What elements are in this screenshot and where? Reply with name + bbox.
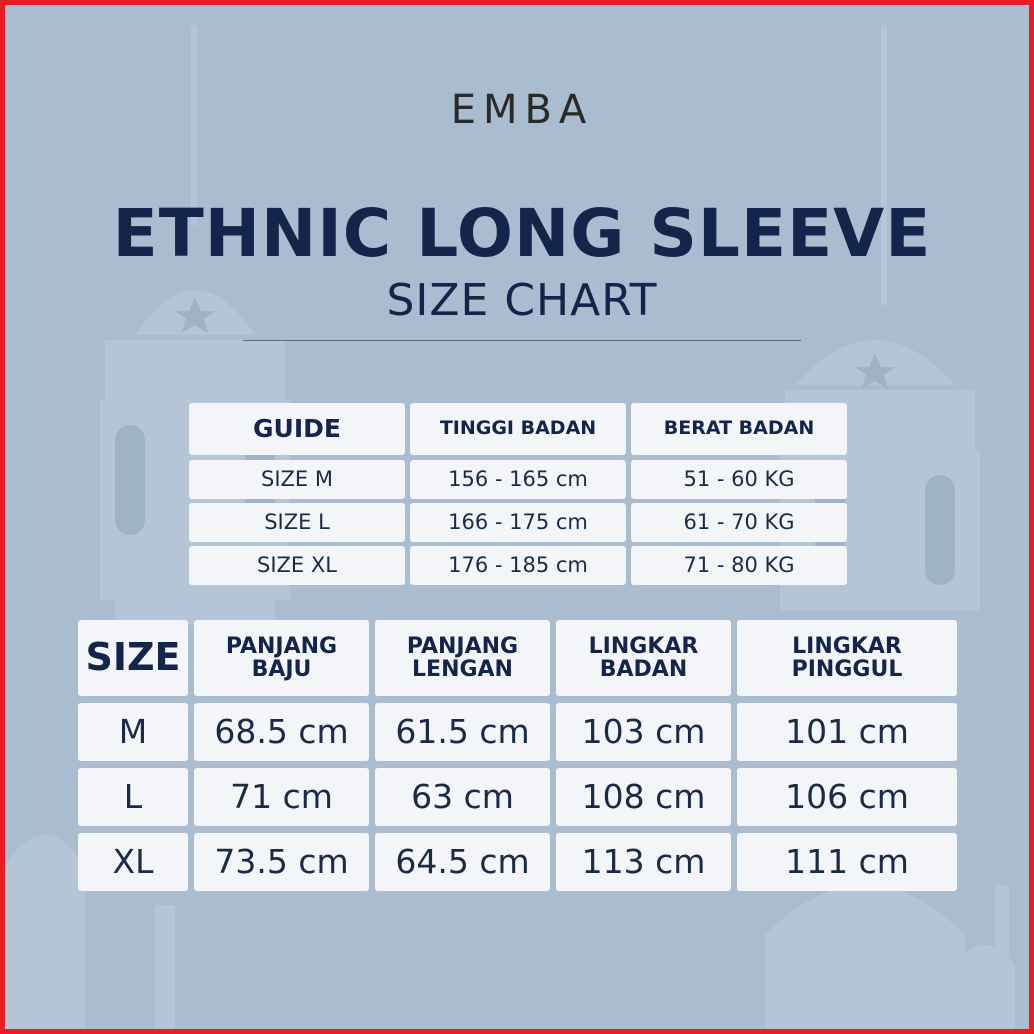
- guide-cell: SIZE L: [189, 503, 405, 542]
- guide-cell: 166 - 175 cm: [410, 503, 626, 542]
- size-header-cell: PANJANG LENGAN: [375, 620, 550, 696]
- guide-cell: 51 - 60 KG: [631, 460, 847, 499]
- size-cell: 64.5 cm: [375, 833, 550, 891]
- guide-cell: SIZE M: [189, 460, 405, 499]
- page-title: ETHNIC LONG SLEEVE: [112, 195, 932, 272]
- size-cell: 63 cm: [375, 768, 550, 826]
- divider: [243, 340, 801, 341]
- size-cell: 73.5 cm: [194, 833, 369, 891]
- size-cell: 61.5 cm: [375, 703, 550, 761]
- size-cell: 111 cm: [737, 833, 957, 891]
- guide-cell: 61 - 70 KG: [631, 503, 847, 542]
- size-header-cell: SIZE: [78, 620, 188, 696]
- size-cell: M: [78, 703, 188, 761]
- size-cell: 108 cm: [556, 768, 731, 826]
- guide-cell: 71 - 80 KG: [631, 546, 847, 585]
- brand-logo: EMBA: [450, 87, 594, 133]
- size-header-cell: LINGKAR PINGGUL: [737, 620, 957, 696]
- guide-cell: 156 - 165 cm: [410, 460, 626, 499]
- size-cell: 101 cm: [737, 703, 957, 761]
- guide-header-cell: BERAT BADAN: [631, 403, 847, 455]
- size-header-cell: PANJANG BAJU: [194, 620, 369, 696]
- size-cell: 103 cm: [556, 703, 731, 761]
- size-cell: 71 cm: [194, 768, 369, 826]
- size-header-cell: LINGKAR BADAN: [556, 620, 731, 696]
- guide-cell: 176 - 185 cm: [410, 546, 626, 585]
- size-cell: L: [78, 768, 188, 826]
- size-cell: XL: [78, 833, 188, 891]
- guide-header-cell: TINGGI BADAN: [410, 403, 626, 455]
- size-cell: 106 cm: [737, 768, 957, 826]
- guide-cell: SIZE XL: [189, 546, 405, 585]
- size-cell: 68.5 cm: [194, 703, 369, 761]
- guide-header-cell: GUIDE: [189, 403, 405, 455]
- size-cell: 113 cm: [556, 833, 731, 891]
- page-subtitle: SIZE CHART: [386, 275, 658, 326]
